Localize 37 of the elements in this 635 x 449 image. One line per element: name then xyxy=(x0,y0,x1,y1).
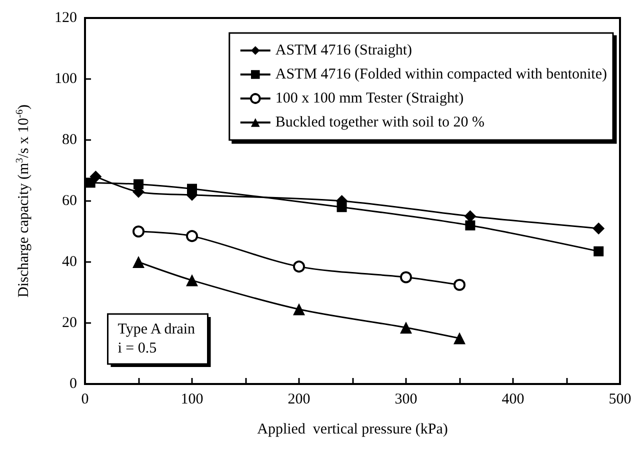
point xyxy=(85,178,96,188)
x-tick-label: 0 xyxy=(81,392,89,408)
point xyxy=(400,322,412,334)
point xyxy=(400,271,412,284)
point xyxy=(454,332,466,344)
point xyxy=(186,274,198,286)
x-tick-label: 500 xyxy=(608,392,632,408)
point xyxy=(134,179,144,190)
point xyxy=(454,278,466,291)
point xyxy=(132,226,144,238)
legend-label: ASTM 4716 (Straight) xyxy=(275,42,412,58)
point xyxy=(592,222,605,234)
point xyxy=(336,202,347,212)
y-tick-label: 60 xyxy=(62,193,77,209)
y-tick-label: 100 xyxy=(54,71,77,87)
annotation: Type A drain i = 0.5 xyxy=(118,322,196,356)
point xyxy=(187,184,197,194)
y-tick-label: 40 xyxy=(62,254,77,270)
x-axis-title: Applied vertical pressure (kPa) xyxy=(257,422,448,438)
x-tick-label: 100 xyxy=(180,392,204,408)
point xyxy=(132,256,144,268)
point xyxy=(293,260,305,273)
point xyxy=(186,230,198,242)
point xyxy=(594,246,604,256)
x-tick-label: 400 xyxy=(502,392,524,408)
x-tick-label: 200 xyxy=(288,392,310,408)
y-axis-title: Discharge capacity (m3/s x 10-6) xyxy=(14,104,32,298)
y-tick-label: 120 xyxy=(54,10,77,26)
x-tick-label: 300 xyxy=(394,392,418,408)
legend-label: ASTM 4716 (Folded within compacted with bentonite) xyxy=(275,66,608,82)
y-tick-label: 0 xyxy=(70,376,77,392)
point xyxy=(465,220,476,230)
legend-label: 100 x 100 mm Tester (Straight) xyxy=(275,90,464,106)
y-tick-label: 20 xyxy=(62,315,77,331)
y-tick-label: 80 xyxy=(62,132,77,148)
legend-label: Buckled together with soil to 20 % xyxy=(275,114,485,130)
point xyxy=(293,303,305,316)
